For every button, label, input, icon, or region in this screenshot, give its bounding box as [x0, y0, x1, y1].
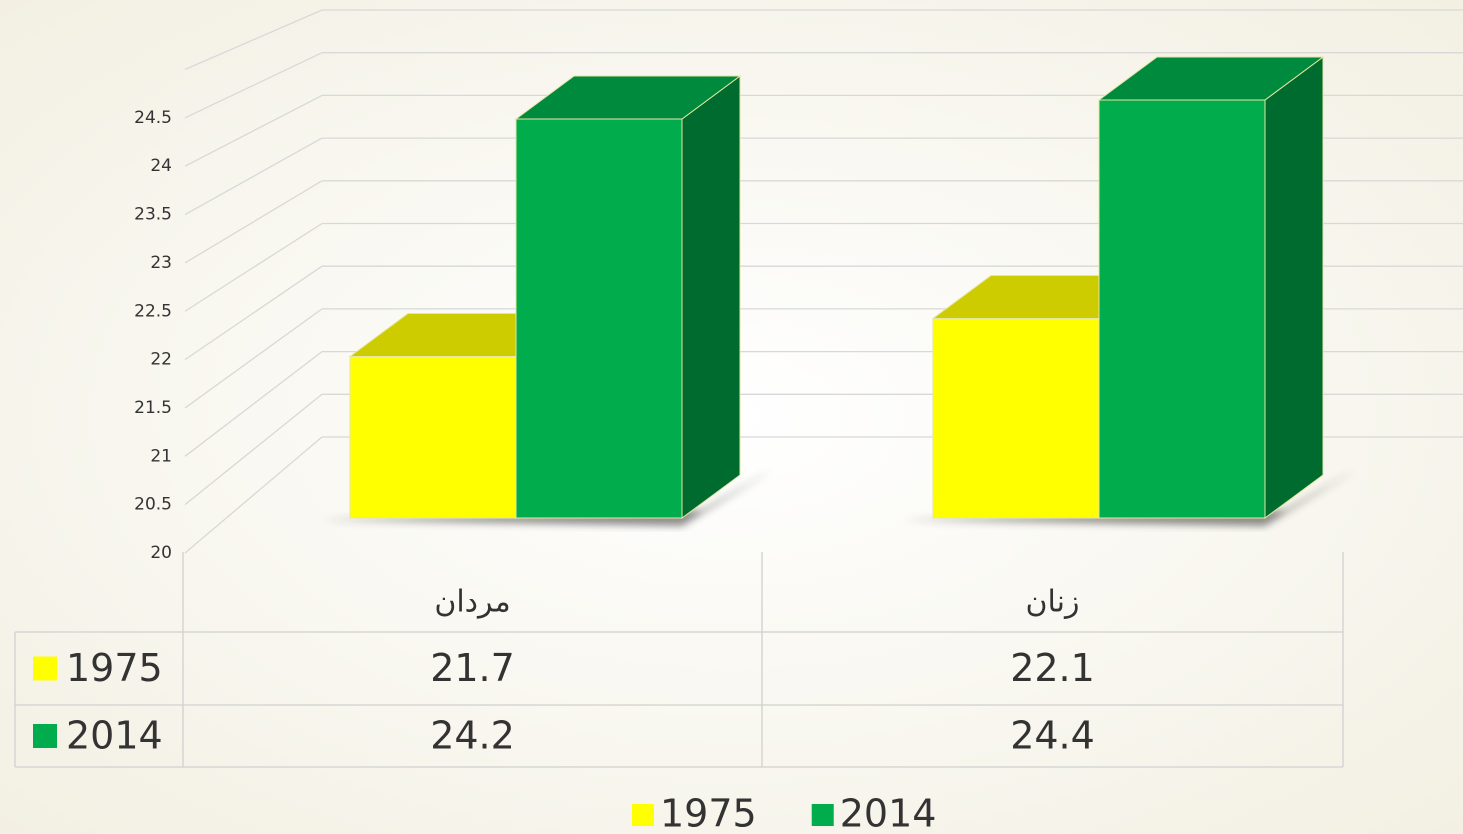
y-tick-label: 21.5: [134, 398, 172, 418]
table-value: 21.7: [430, 646, 515, 690]
bar: [932, 318, 1100, 519]
bar: [515, 118, 683, 519]
bars: [320, 56, 1355, 526]
legend: 1975 2014: [632, 792, 936, 834]
bar: [1098, 99, 1266, 519]
grid-line: [184, 94, 323, 167]
table-value: 22.1: [1010, 646, 1095, 690]
grid-line: [184, 351, 323, 457]
y-tick-label: 20: [150, 543, 172, 563]
bar: [349, 356, 517, 519]
table-series-name: 1975: [66, 646, 163, 690]
bar-side: [681, 75, 741, 519]
grid-line: [184, 308, 323, 409]
y-tick-label: 23: [150, 253, 172, 273]
y-tick-label: 22.5: [134, 301, 172, 321]
y-tick-label: 23.5: [134, 205, 172, 225]
category-label: زنان: [1025, 585, 1079, 620]
grid-line: [184, 9, 323, 71]
grid-line: [184, 265, 323, 361]
y-tick-label: 22: [150, 350, 172, 370]
legend-label: 2014: [840, 792, 937, 834]
table-legend-key: [33, 724, 57, 748]
table-value: 24.2: [430, 714, 515, 758]
y-tick-label: 24.5: [134, 108, 172, 128]
data-table: مردان زنان 1975 21.7 22.1 2014 24.2 24.4: [14, 552, 1344, 768]
legend-key: [811, 804, 834, 826]
grid-line: [184, 436, 323, 554]
grid-line: [184, 180, 323, 264]
grid-line: [184, 52, 323, 119]
bar-side: [1264, 56, 1324, 519]
y-tick-label: 20.5: [134, 495, 172, 515]
table-legend-key: [33, 656, 57, 681]
grid-line: [184, 137, 323, 216]
grid-line: [184, 393, 323, 506]
legend-key: [632, 804, 654, 826]
table-series-name: 2014: [66, 714, 163, 758]
grid-line: [184, 222, 323, 312]
y-tick-label: 24: [150, 156, 172, 176]
table-value: 24.4: [1010, 714, 1095, 758]
legend-label: 1975: [660, 792, 757, 834]
category-label: مردان: [434, 585, 510, 620]
y-tick-label: 21: [150, 446, 172, 466]
